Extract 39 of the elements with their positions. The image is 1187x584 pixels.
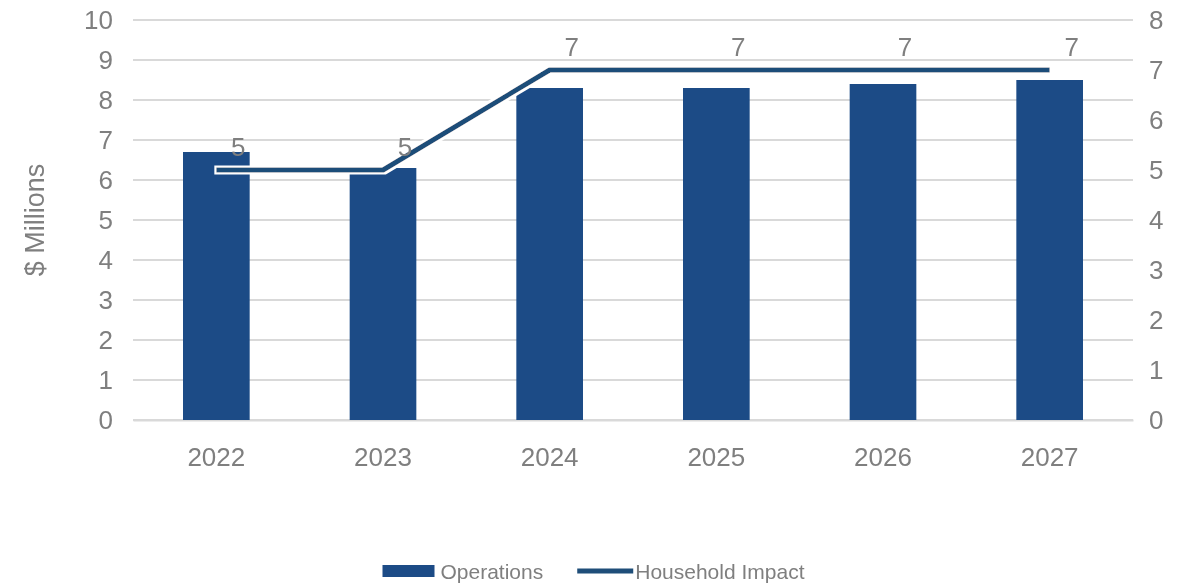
y-tick-label: 8 (98, 84, 113, 115)
bar (683, 88, 750, 420)
y-tick-label: 4 (98, 244, 113, 275)
y-tick-label: 10 (84, 4, 113, 35)
y2-tick-label: 0 (1149, 404, 1164, 435)
bar (516, 88, 583, 420)
y-tick-label: 0 (98, 404, 113, 435)
x-tick-label: 2024 (520, 442, 579, 473)
x-tick-label: 2022 (187, 442, 246, 473)
data-label: 7 (1064, 32, 1079, 62)
y2-tick-label: 5 (1149, 154, 1164, 185)
y-tick-label: 7 (98, 124, 113, 155)
legend-label: Household Impact (635, 560, 805, 583)
x-tick-label: 2025 (687, 442, 746, 473)
y-tick-label: 5 (98, 204, 113, 235)
bar (849, 84, 917, 420)
x-tick-label: 2027 (1020, 442, 1079, 473)
y-tick-label: 9 (98, 44, 113, 75)
data-label: 7 (897, 32, 913, 62)
y2-tick-label: 2 (1149, 304, 1164, 335)
y-tick-label: 1 (98, 364, 113, 395)
y2-tick-label: 8 (1149, 4, 1164, 35)
x-tick-label: 2023 (354, 442, 412, 473)
y2-tick-label: 1 (1149, 354, 1164, 385)
data-label: 7 (564, 32, 579, 62)
y-tick-label: 2 (98, 324, 113, 355)
bar (349, 168, 417, 420)
data-label: 7 (731, 32, 746, 62)
x-tick-label: 2026 (854, 442, 912, 473)
y-tick-label: 3 (98, 284, 113, 315)
bar (1016, 80, 1083, 420)
y2-tick-label: 6 (1149, 104, 1164, 135)
y2-tick-label: 4 (1149, 204, 1164, 235)
y-axis-title: $ Millions (20, 163, 50, 277)
legend-label: Operations (440, 560, 544, 583)
y2-tick-label: 3 (1149, 254, 1164, 285)
y-tick-label: 6 (98, 164, 113, 195)
y2-tick-label: 7 (1149, 54, 1164, 85)
data-label: 5 (397, 132, 413, 162)
